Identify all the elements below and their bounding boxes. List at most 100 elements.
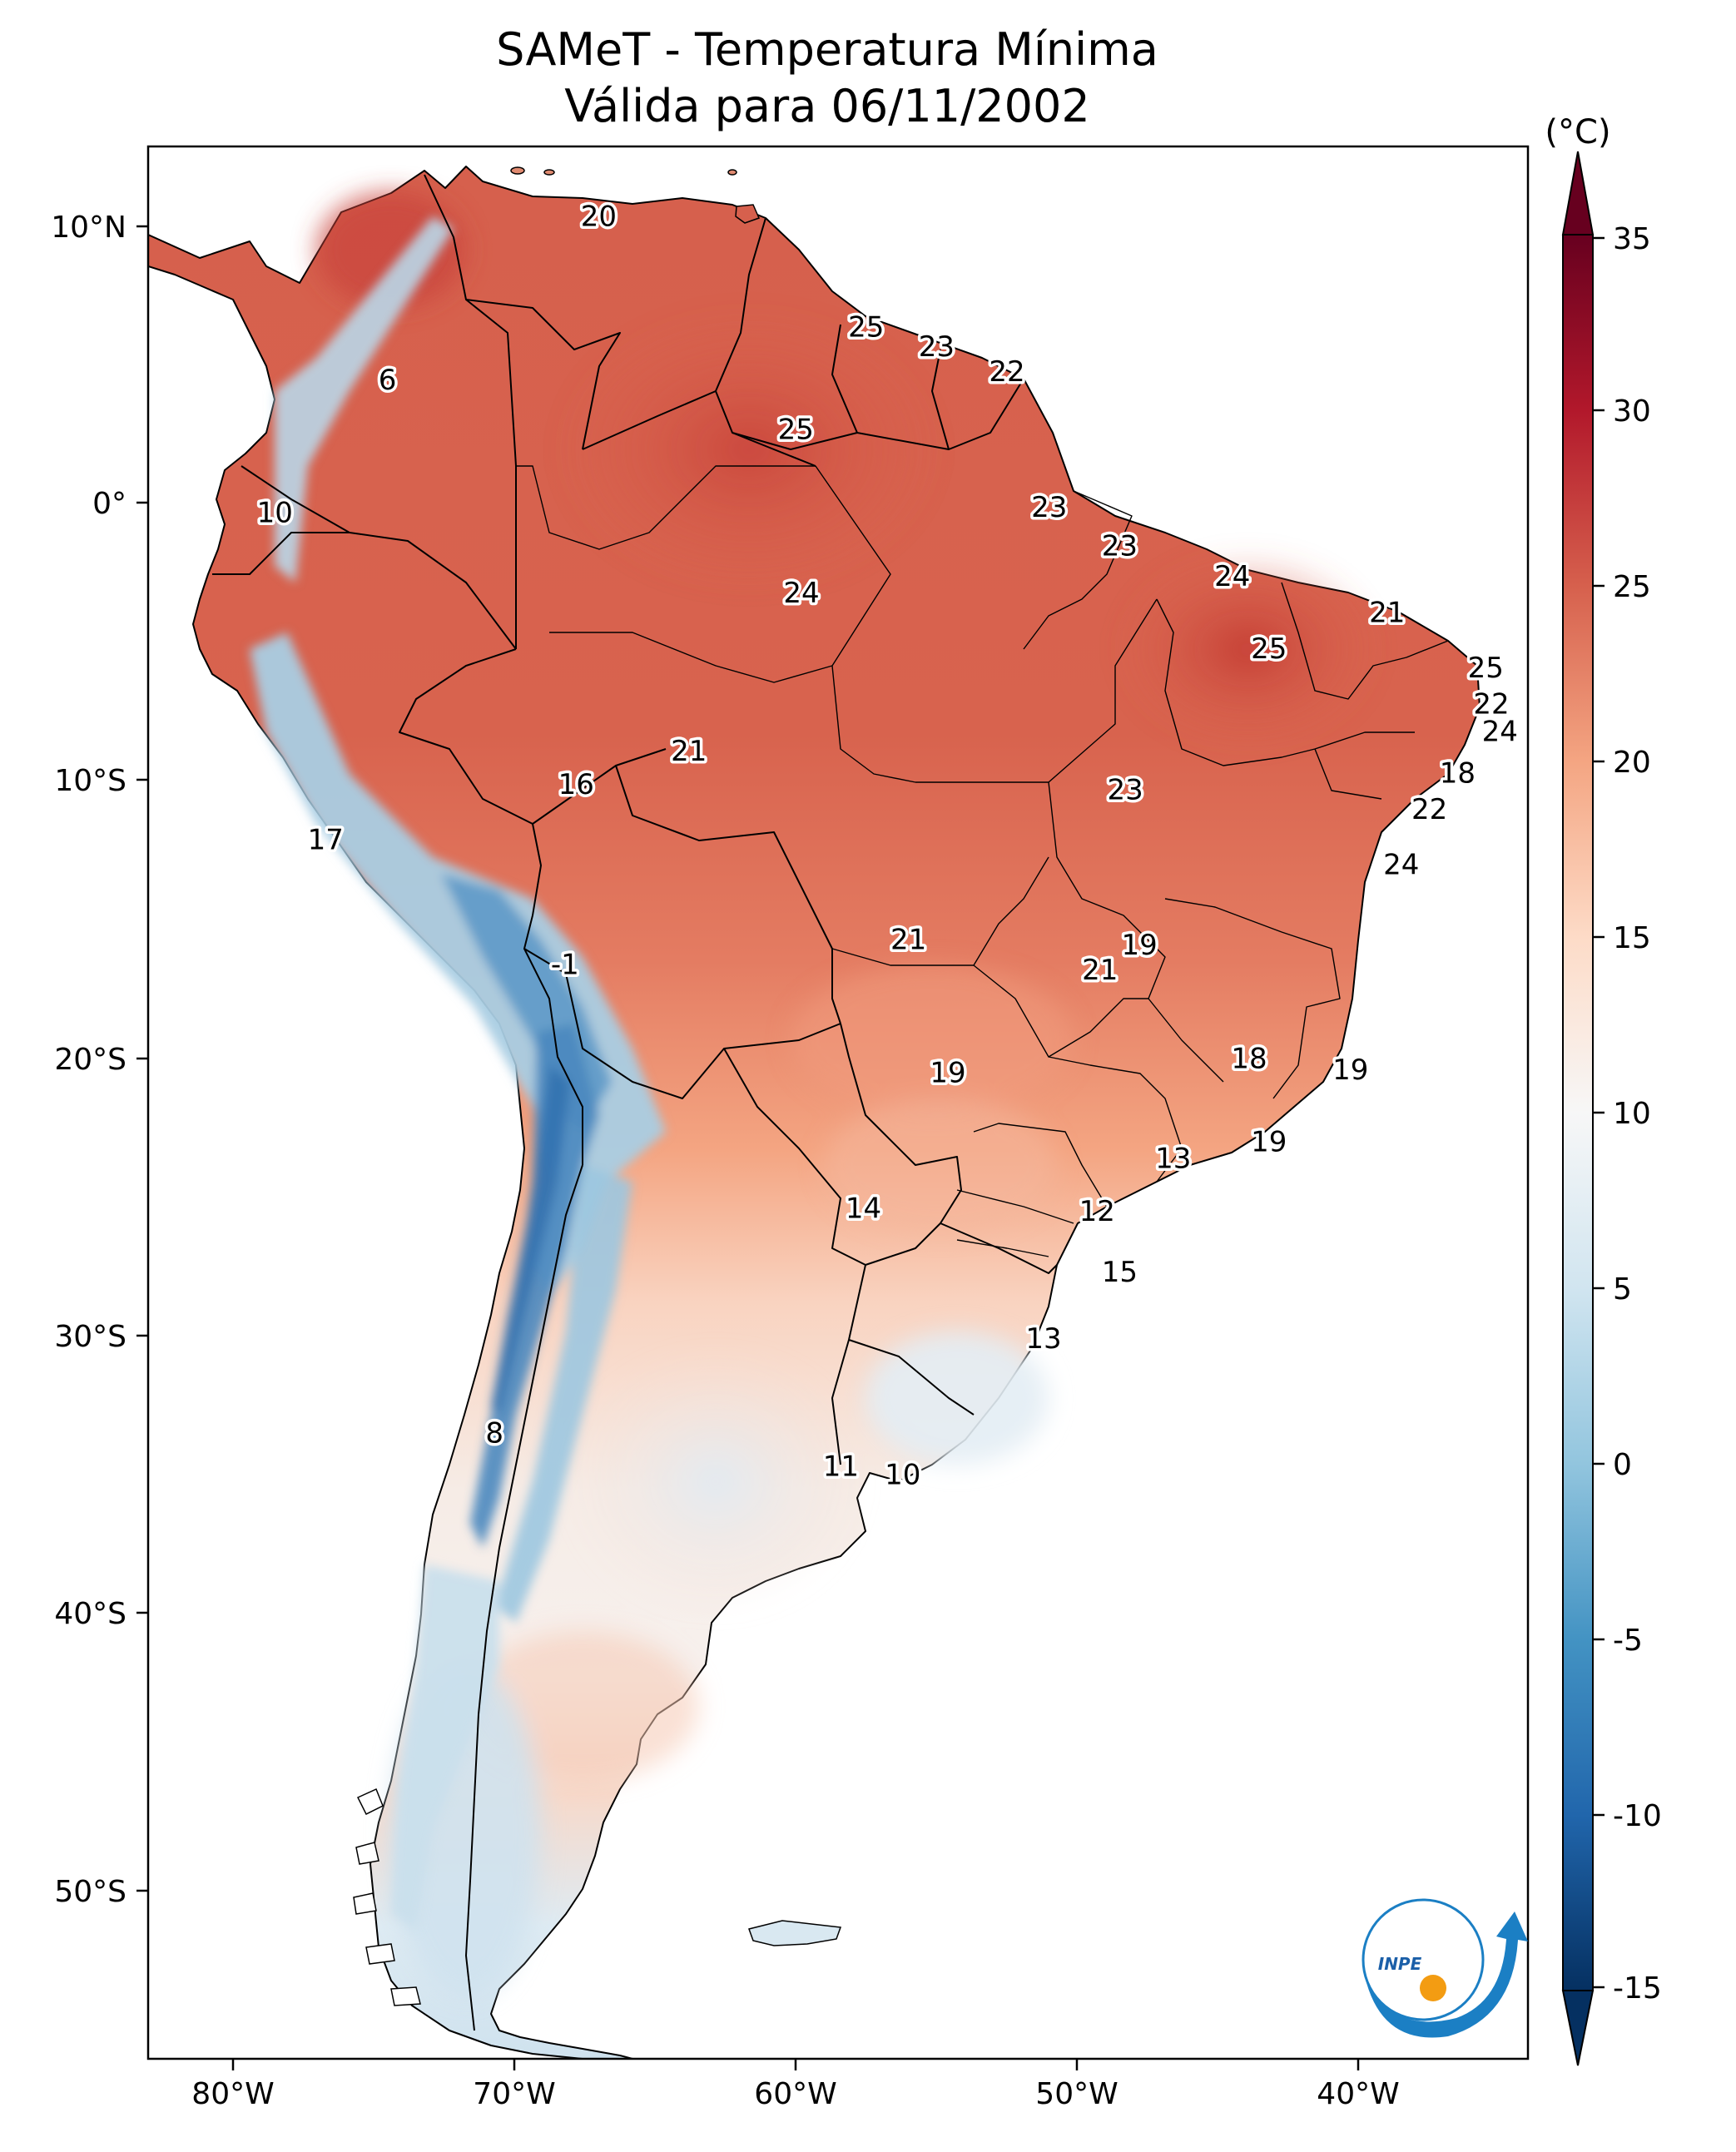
- station-value-label: 22: [989, 355, 1024, 389]
- station-value-label: 21: [890, 924, 926, 957]
- andes-cold-band: [250, 216, 666, 1931]
- station-value-label: 22: [1411, 793, 1447, 826]
- longitude-axis: 80°W 70°W 60°W 50°W 40°W: [191, 2059, 1400, 2111]
- logo-swoosh-icon: [1365, 1912, 1528, 2038]
- lon-tick: 60°W: [754, 2059, 837, 2111]
- station-value-label: 24: [1482, 716, 1518, 749]
- lon-tick: 80°W: [191, 2059, 275, 2111]
- station-value-label: 25: [778, 414, 814, 447]
- border-venezuela-guyana: [715, 217, 766, 392]
- lat-label-10s: 10°S: [54, 764, 126, 798]
- station-value-label: -1: [551, 949, 579, 982]
- station-value-label: 25: [848, 311, 884, 345]
- lon-label-60w: 60°W: [754, 2077, 836, 2111]
- border-argentina-uruguay: [831, 1264, 866, 1465]
- lat-tick: 10°S: [54, 764, 148, 798]
- inpe-logo: INPE: [1362, 1898, 1528, 2038]
- border-guianas-brazil: [732, 378, 1024, 450]
- station-value-label: 21: [1369, 597, 1405, 630]
- lat-tick: 50°S: [54, 1875, 148, 1909]
- colorbar-tick-label: 5: [1613, 1272, 1632, 1307]
- station-value-label: 21: [1082, 954, 1118, 987]
- colorbar-tick-label: 10: [1613, 1097, 1651, 1131]
- caribbean-island-1: [510, 166, 525, 175]
- lat-tick: 40°S: [54, 1597, 148, 1631]
- border-bolivia-brazil: [615, 765, 841, 1024]
- border-ecuador-peru: [212, 532, 350, 575]
- colorbar-tick-label: 20: [1613, 746, 1651, 780]
- caribbean-island-2: [543, 169, 555, 176]
- lon-label-50w: 50°W: [1035, 2077, 1118, 2111]
- border-colombia-venezuela: [424, 174, 621, 450]
- lon-label-70w: 70°W: [473, 2077, 555, 2111]
- border-colombia-brazil: [465, 299, 517, 649]
- border-suriname-fguiana: [931, 349, 950, 450]
- falkland-islands: [748, 1920, 842, 1946]
- border-uruguay-brazil: [848, 1339, 975, 1416]
- station-value-label: 24: [783, 577, 819, 610]
- station-value-label: 23: [919, 330, 955, 364]
- lon-label-40w: 40°W: [1317, 2077, 1399, 2111]
- border-bolivia-paraguay-argentina: [565, 973, 841, 1099]
- station-value-label: 23: [1107, 774, 1143, 807]
- station-value-label: 6: [379, 364, 397, 397]
- logo-ring-icon: [1362, 1898, 1485, 2021]
- colorbar-min-extend: [1561, 1990, 1595, 2066]
- colorbar-tick-label: -15: [1613, 1971, 1662, 2006]
- islands: [510, 166, 842, 1946]
- map-title-line-1: SAMeT - Temperatura Mínima: [496, 23, 1158, 76]
- country-borders: [212, 174, 1058, 2031]
- colorbar-unit: (°C): [1545, 113, 1610, 151]
- colorbar: (°C) 35 30 25 20 15 10 5 0 -5 -10 -15: [1545, 113, 1662, 2066]
- lon-tick: 70°W: [473, 2059, 556, 2111]
- lat-tick: 10°N: [51, 211, 148, 245]
- border-guyana-suriname: [831, 324, 858, 434]
- lat-label-50s: 50°S: [54, 1875, 126, 1909]
- station-value-label: 19: [1121, 929, 1157, 962]
- station-value-label: 10: [257, 497, 293, 530]
- station-value-label: 16: [558, 768, 594, 801]
- station-value-label: 14: [846, 1193, 881, 1226]
- colorbar-tick-label: 35: [1613, 222, 1651, 256]
- border-chile-bolivia: [523, 948, 583, 1165]
- lat-tick: 0°: [92, 487, 148, 521]
- logo-sun-icon: [1420, 1975, 1446, 2001]
- border-chile-argentina: [465, 1164, 583, 2031]
- station-value-label: 12: [1079, 1195, 1115, 1228]
- colorbar-ticks: 35 30 25 20 15 10 5 0 -5 -10 -15: [1593, 222, 1662, 2006]
- lat-label-10n: 10°N: [51, 211, 126, 245]
- station-value-label: 19: [1251, 1126, 1287, 1159]
- station-value-label: 23: [1031, 491, 1067, 524]
- station-value-label: 22: [1473, 687, 1509, 721]
- station-value-label: 17: [308, 824, 344, 857]
- station-value-label: 13: [1025, 1322, 1061, 1356]
- station-value-label: 23: [1102, 530, 1138, 563]
- lat-label-40s: 40°S: [54, 1597, 126, 1631]
- map-title-line-2: Válida para 06/11/2002: [564, 80, 1089, 132]
- colorbar-body: [1562, 234, 1594, 1991]
- colorbar-tick-label: 0: [1613, 1448, 1632, 1482]
- station-value-label: 15: [1102, 1256, 1138, 1289]
- latitude-axis: 10°N 0° 10°S 20°S 30°S 40°S 50°S: [51, 211, 148, 1909]
- border-paraguay-brazil: [840, 1023, 962, 1266]
- caribbean-island-3: [727, 169, 737, 176]
- lat-label-0: 0°: [92, 487, 126, 521]
- station-value-label: 20: [581, 200, 617, 233]
- logo-text: INPE: [1378, 1954, 1422, 1974]
- station-value-label: 13: [1155, 1143, 1191, 1176]
- lon-tick: 50°W: [1035, 2059, 1118, 2111]
- colorbar-tick-label: -10: [1613, 1799, 1662, 1833]
- station-value-label: 11: [823, 1450, 859, 1483]
- station-value-label: 8: [485, 1416, 503, 1450]
- state-borders: [516, 465, 1449, 1257]
- station-value-label: 24: [1214, 560, 1250, 593]
- lat-label-30s: 30°S: [54, 1320, 126, 1354]
- station-value-label: 24: [1383, 849, 1419, 882]
- lat-tick: 20°S: [54, 1043, 148, 1077]
- station-value-label: 25: [1251, 632, 1287, 666]
- station-value-label: 10: [885, 1458, 920, 1491]
- station-value-label: 18: [1231, 1043, 1267, 1076]
- chilean-fjords: [353, 1788, 421, 2006]
